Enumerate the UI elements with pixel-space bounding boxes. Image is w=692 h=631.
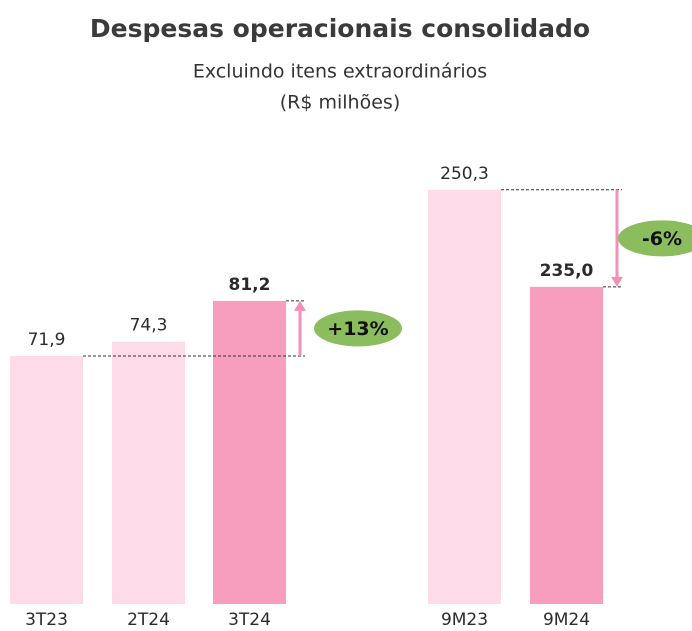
x-tick-label: 9M23 [441, 610, 488, 630]
arrow-head [611, 276, 623, 287]
x-tick-label: 3T23 [25, 610, 68, 630]
unit-label: (R$ milhões) [280, 92, 400, 114]
change-label: +13% [327, 318, 388, 340]
change-label: -6% [642, 228, 682, 250]
chart-subtitle: Excluindo itens extraordinários [193, 61, 487, 83]
change-pill [618, 220, 692, 257]
bar [112, 341, 185, 604]
value-label: 71,9 [28, 330, 66, 350]
x-tick-label: 9M24 [543, 610, 590, 630]
x-tick-label: 3T24 [228, 610, 271, 630]
change-pill [314, 310, 402, 347]
value-label: 235,0 [540, 261, 594, 281]
bar [428, 189, 501, 604]
bar [10, 355, 83, 604]
arrow-head [294, 300, 306, 311]
value-label: 250,3 [440, 164, 489, 184]
value-label: 81,2 [229, 275, 271, 295]
chart-title: Despesas operacionais consolidado [90, 14, 590, 43]
x-tick-label: 2T24 [127, 610, 170, 630]
bar [530, 286, 603, 604]
bar [213, 300, 286, 604]
value-label: 74,3 [130, 316, 168, 336]
